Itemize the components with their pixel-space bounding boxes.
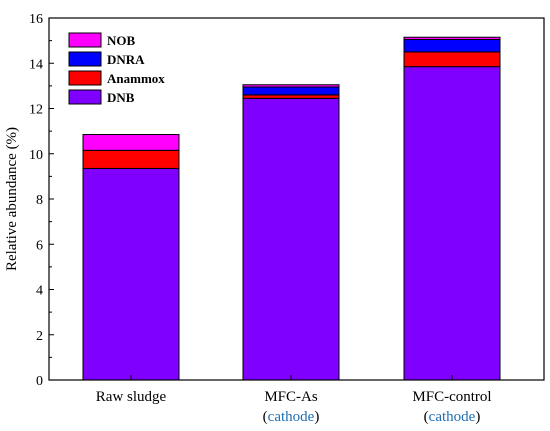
plot-area bbox=[48, 17, 545, 381]
bar-segment-nob bbox=[242, 84, 340, 88]
y-tick-label: 16 bbox=[29, 12, 43, 27]
y-tick-label: 12 bbox=[29, 103, 43, 118]
x-axis: Raw sludge MFC-As (cathode) MFC-control (cat… bbox=[96, 375, 492, 425]
bar-segment-nob bbox=[82, 134, 180, 151]
bar-segment-dnb bbox=[242, 97, 340, 381]
y-tick-label: 10 bbox=[29, 148, 43, 163]
bar-segment-dnra bbox=[403, 38, 501, 53]
bar-segment-dnb bbox=[403, 66, 501, 381]
legend-swatch-dnra bbox=[68, 51, 102, 67]
legend: NOB DNRA Anammox DNB bbox=[68, 32, 165, 105]
bar-segment-anammox bbox=[403, 51, 501, 68]
y-tick-label: 8 bbox=[36, 193, 43, 208]
x-tick-sublabel: (cathode) bbox=[263, 409, 320, 425]
legend-label: NOB bbox=[107, 33, 136, 48]
y-axis-label: Relative abundance (%) bbox=[4, 127, 20, 271]
bar-segment-anammox bbox=[82, 149, 180, 169]
bar-segment-nob bbox=[403, 36, 501, 40]
x-tick-label: MFC-control bbox=[412, 389, 491, 405]
bar-segment-dnb bbox=[82, 167, 180, 381]
y-tick-label: 14 bbox=[29, 57, 43, 72]
x-tick-label: MFC-As bbox=[264, 389, 318, 405]
legend-label: DNB bbox=[107, 90, 135, 105]
y-axis: 0 2 4 6 8 10 12 14 16 bbox=[29, 12, 54, 389]
y-tick-label: 2 bbox=[36, 329, 43, 344]
bar-segment-anammox bbox=[242, 94, 340, 99]
legend-swatch-anammox bbox=[68, 70, 102, 86]
y-tick-label: 6 bbox=[36, 238, 43, 253]
x-tick-label: Raw sludge bbox=[96, 389, 167, 405]
legend-label: DNRA bbox=[107, 52, 145, 67]
legend-swatch-dnb bbox=[68, 89, 102, 105]
legend-swatch-nob bbox=[68, 32, 102, 48]
y-tick-label: 0 bbox=[36, 374, 43, 389]
y-tick-label: 4 bbox=[36, 284, 43, 299]
bar-segment-dnra bbox=[242, 86, 340, 96]
x-tick-sublabel: (cathode) bbox=[424, 409, 481, 425]
legend-label: Anammox bbox=[107, 71, 165, 86]
